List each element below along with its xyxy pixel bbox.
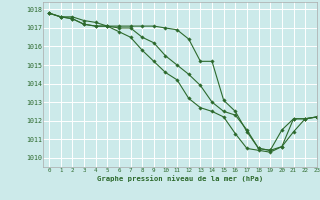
X-axis label: Graphe pression niveau de la mer (hPa): Graphe pression niveau de la mer (hPa) <box>97 175 263 182</box>
